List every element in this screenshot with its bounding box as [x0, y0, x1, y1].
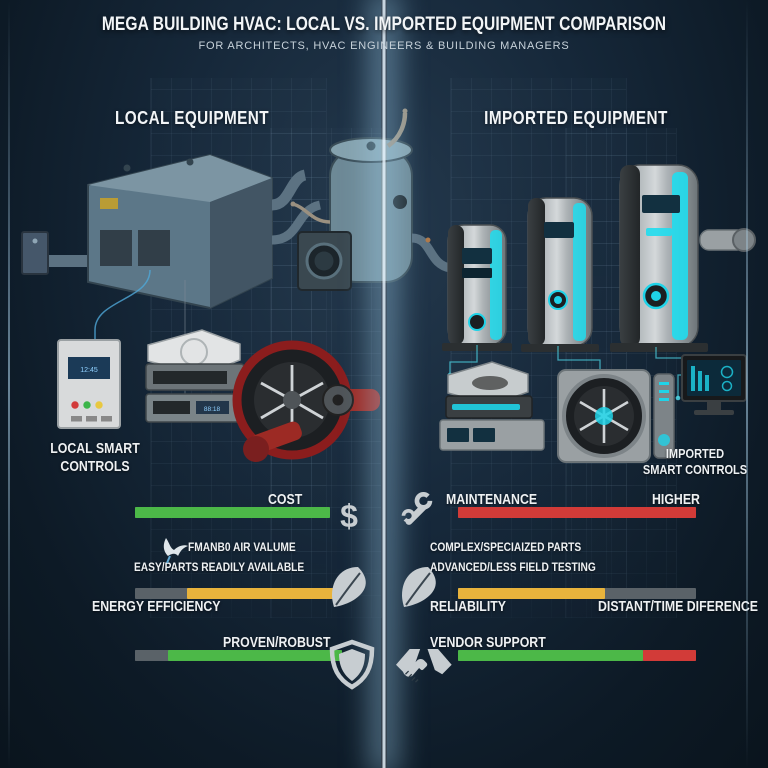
svg-text:$: $: [340, 498, 358, 534]
